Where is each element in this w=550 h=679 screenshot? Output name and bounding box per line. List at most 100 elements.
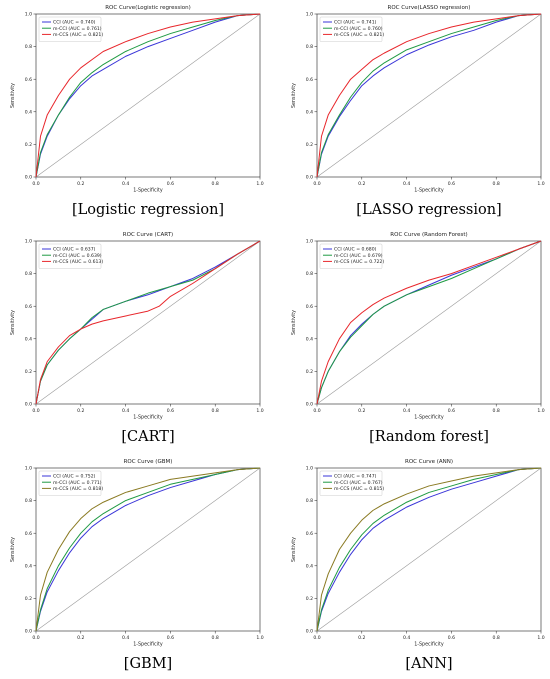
x-tick-label: 0.2 <box>358 408 365 414</box>
y-tick-label: 0.0 <box>25 402 32 408</box>
x-axis-label: 1-Specificity <box>133 415 163 421</box>
y-tick-label: 0.8 <box>306 271 313 277</box>
x-tick-label: 0.8 <box>212 181 219 187</box>
x-axis-label: 1-Specificity <box>133 642 163 648</box>
x-tick-label: 0.2 <box>77 181 84 187</box>
legend: CCI (AUC = 0.752)m-CCI (AUC = 0.771)m-CC… <box>38 470 103 496</box>
chart-title: ROC Curve(Logistic regression) <box>105 5 191 11</box>
y-tick-label: 0.4 <box>25 336 32 342</box>
y-tick-label: 0.8 <box>25 271 32 277</box>
legend-entry: m-CCS (AUC = 0.722) <box>334 259 384 265</box>
roc-curve-m-cci <box>316 240 542 405</box>
legend-entry: CCI (AUC = 0.741) <box>334 20 377 26</box>
x-tick-label: 0.0 <box>313 408 320 414</box>
x-tick-label: 0.4 <box>122 408 129 414</box>
y-tick-label: 0.2 <box>25 369 32 375</box>
y-tick-label: 0.0 <box>306 175 313 181</box>
x-tick-label: 0.6 <box>167 635 174 641</box>
y-tick-label: 0.4 <box>306 109 313 115</box>
x-tick-label: 0.0 <box>32 181 39 187</box>
legend-entry: m-CCI (AUC = 0.760) <box>334 26 383 32</box>
y-tick-label: 0.0 <box>306 629 313 635</box>
legend-box <box>38 470 102 496</box>
legend: CCI (AUC = 0.680)m-CCI (AUC = 0.679)m-CC… <box>319 243 384 269</box>
y-tick-label: 0.0 <box>25 629 32 635</box>
x-tick-label: 0.2 <box>358 635 365 641</box>
legend-entry: CCI (AUC = 0.637) <box>53 247 96 253</box>
x-axis-label: 1-Specificity <box>414 642 444 648</box>
reference-diagonal <box>316 467 542 632</box>
y-tick-label: 1.0 <box>306 466 313 472</box>
legend: CCI (AUC = 0.740)m-CCI (AUC = 0.761)m-CC… <box>38 16 103 42</box>
legend-box <box>38 16 102 42</box>
legend-entry: m-CCS (AUC = 0.821) <box>53 32 103 38</box>
legend: CCI (AUC = 0.637)m-CCI (AUC = 0.639)m-CC… <box>38 243 103 269</box>
legend-box <box>38 243 102 269</box>
chart-title: ROC Curve (CART) <box>123 232 173 238</box>
x-axis-label: 1-Specificity <box>414 415 444 421</box>
roc-panel-5: ROC Curve (GBM) 0.00.0 0.2 0.2 0.4 0.4 0.6 0.6 0… <box>10 459 264 672</box>
y-tick-label: 0.8 <box>306 44 313 50</box>
panel-caption: [Logistic regression] <box>72 202 224 218</box>
roc-curve-m-ccs <box>35 13 261 178</box>
legend-entry: CCI (AUC = 0.747) <box>334 474 377 480</box>
y-axis-label: Sensitivity <box>10 310 16 335</box>
x-tick-label: 0.0 <box>32 635 39 641</box>
x-tick-label: 0.4 <box>122 635 129 641</box>
y-tick-label: 0.0 <box>25 175 32 181</box>
reference-diagonal <box>316 240 542 405</box>
x-axis-label: 1-Specificity <box>133 188 163 194</box>
legend-entry: CCI (AUC = 0.752) <box>53 474 96 480</box>
y-tick-label: 0.2 <box>306 369 313 375</box>
y-tick-label: 0.2 <box>306 142 313 148</box>
y-tick-label: 0.4 <box>306 336 313 342</box>
y-axis-label: Sensitivity <box>291 537 297 562</box>
legend-entry: m-CCI (AUC = 0.771) <box>53 480 102 486</box>
x-tick-label: 0.6 <box>167 181 174 187</box>
y-tick-label: 0.6 <box>25 304 32 310</box>
x-tick-label: 1.0 <box>256 635 263 641</box>
roc-curve-m-cci <box>35 240 261 405</box>
x-tick-label: 0.2 <box>77 408 84 414</box>
x-tick-label: 1.0 <box>537 181 544 187</box>
legend-entry: CCI (AUC = 0.740) <box>53 20 96 26</box>
panel-caption: [Random forest] <box>369 429 489 445</box>
panel-caption: [ANN] <box>405 656 452 672</box>
x-tick-label: 0.6 <box>167 408 174 414</box>
roc-panel-6: ROC Curve (ANN) 0.00.0 0.2 0.2 0.4 0.4 0.6 0.6 0… <box>291 459 545 672</box>
y-tick-label: 0.4 <box>25 563 32 569</box>
y-tick-label: 0.8 <box>25 498 32 504</box>
y-tick-label: 0.6 <box>25 531 32 537</box>
x-tick-label: 0.4 <box>403 408 410 414</box>
legend-entry: m-CCI (AUC = 0.639) <box>53 253 102 259</box>
x-tick-label: 0.2 <box>77 635 84 641</box>
chart-title: ROC Curve (Random Forest) <box>390 232 467 238</box>
y-axis-label: Sensitivity <box>291 310 297 335</box>
roc-curve-m-cci <box>35 13 261 178</box>
y-tick-label: 0.6 <box>306 531 313 537</box>
x-tick-label: 0.6 <box>448 181 455 187</box>
y-tick-label: 1.0 <box>25 466 32 472</box>
roc-curve-cci <box>316 467 542 632</box>
reference-diagonal <box>35 240 261 405</box>
roc-curve-cci <box>35 467 261 632</box>
legend-entry: m-CCI (AUC = 0.767) <box>334 480 383 486</box>
legend-box <box>319 470 383 496</box>
roc-curve-m-cci <box>35 467 261 632</box>
roc-curve-m-ccs <box>35 467 261 632</box>
panel-caption: [CART] <box>121 429 174 445</box>
roc-curve-m-cci <box>316 13 542 178</box>
chart-title: ROC Curve(LASSO regression) <box>388 5 471 11</box>
x-tick-label: 0.2 <box>358 181 365 187</box>
x-axis-label: 1-Specificity <box>414 188 444 194</box>
roc-curve-cci <box>35 13 261 178</box>
legend: CCI (AUC = 0.747)m-CCI (AUC = 0.767)m-CC… <box>319 470 384 496</box>
x-tick-label: 1.0 <box>537 408 544 414</box>
x-tick-label: 0.8 <box>493 181 500 187</box>
y-tick-label: 0.2 <box>25 142 32 148</box>
roc-curve-m-ccs <box>316 467 542 632</box>
legend-box <box>319 243 383 269</box>
legend: CCI (AUC = 0.741)m-CCI (AUC = 0.760)m-CC… <box>319 16 384 42</box>
y-tick-label: 1.0 <box>306 239 313 245</box>
